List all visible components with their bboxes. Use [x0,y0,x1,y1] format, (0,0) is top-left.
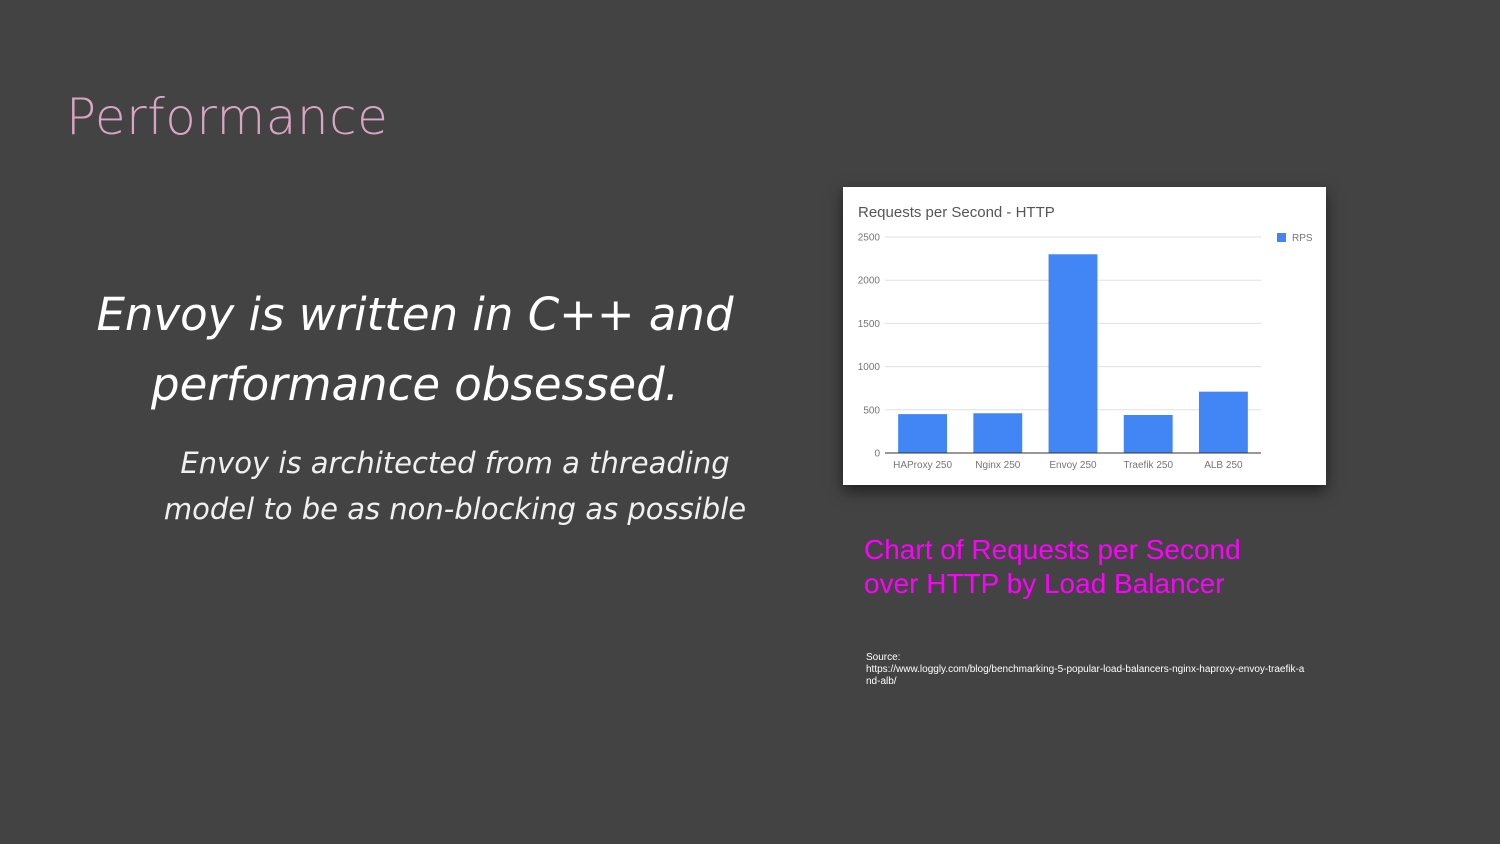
source-label: Source: [866,652,901,663]
subheadline-line-1: Envoy is architected from a threading [180,446,730,480]
source-link[interactable]: https://www.loggly.com/blog/benchmarking… [866,664,1305,687]
y-tick-label: 500 [863,405,880,416]
bar [1198,391,1248,453]
subheadline: Envoy is architected from a threading mo… [120,440,790,532]
chart-card: Requests per Second - HTTP 0 500 1000 1500 20… [843,187,1326,485]
headline-line-2: performance obsessed. [151,358,679,411]
bar [973,413,1023,453]
chart-caption-line-2: over HTTP by Load Balancer [864,568,1225,599]
chart-caption-line-1: Chart of Requests per Second [864,534,1241,565]
x-tick-label: Nginx 250 [975,460,1020,471]
legend-label: RPS [1292,233,1313,244]
bar [1048,254,1098,453]
x-tick-label: HAProxy 250 [893,460,952,471]
source-note: Source: https://www.loggly.com/blog/benc… [866,652,1306,688]
slide-title: Performance [66,88,389,146]
x-tick-label: Envoy 250 [1049,460,1097,471]
bar [1123,414,1173,453]
y-tick-label: 1000 [858,362,881,373]
subheadline-line-2: model to be as non-blocking as possible [163,492,747,526]
chart-title: Requests per Second - HTTP [858,204,1055,221]
y-tick-label: 0 [874,449,880,460]
y-tick-label: 2500 [858,233,881,244]
headline-line-1: Envoy is written in C++ and [96,288,734,341]
headline: Envoy is written in C++ and performance … [70,280,760,420]
y-tick-label: 1500 [858,319,881,330]
x-tick-label: ALB 250 [1204,460,1243,471]
legend-swatch [1277,233,1286,242]
y-tick-label: 2000 [858,276,881,287]
x-tick-label: Traefik 250 [1123,460,1173,471]
chart-caption: Chart of Requests per Second over HTTP b… [864,533,1294,601]
bar [898,414,948,453]
rps-bar-chart: Requests per Second - HTTP 0 500 1000 1500 20… [858,204,1313,471]
